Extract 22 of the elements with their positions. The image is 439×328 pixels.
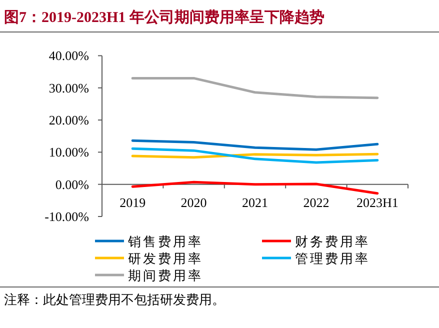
line-series bbox=[131, 76, 379, 100]
line-series bbox=[131, 139, 379, 151]
x-tick-label: 2023H1 bbox=[356, 195, 398, 210]
x-tick-label: 2019 bbox=[120, 195, 146, 210]
x-tick-label: 2021 bbox=[242, 195, 268, 210]
x-tick-label: 2020 bbox=[180, 195, 207, 210]
y-tick-label: 10.00% bbox=[48, 144, 90, 160]
y-tick-label: 30.00% bbox=[48, 80, 90, 96]
legend-label: 销售费用率 bbox=[127, 234, 203, 249]
y-tick-label: 20.00% bbox=[48, 112, 90, 128]
line-series bbox=[131, 147, 379, 164]
legend-label: 研发费用率 bbox=[128, 251, 203, 266]
y-tick-label: 0.00% bbox=[55, 176, 90, 192]
x-tick-label: 2022 bbox=[303, 195, 330, 210]
text: 注释：此处管理费用不包括研发费用。 bbox=[4, 292, 225, 307]
chart-title: 图7：2019-2023H1 年公司期间费用率呈下降趋势 bbox=[4, 8, 324, 26]
y-tick-label: 40.00% bbox=[48, 48, 90, 64]
legend-label: 财务费用率 bbox=[295, 234, 370, 249]
line-series bbox=[131, 180, 379, 195]
legend-label: 管理费用率 bbox=[295, 251, 370, 266]
y-tick-label: -10.00% bbox=[44, 209, 90, 224]
legend-label: 期间费用率 bbox=[128, 268, 203, 283]
